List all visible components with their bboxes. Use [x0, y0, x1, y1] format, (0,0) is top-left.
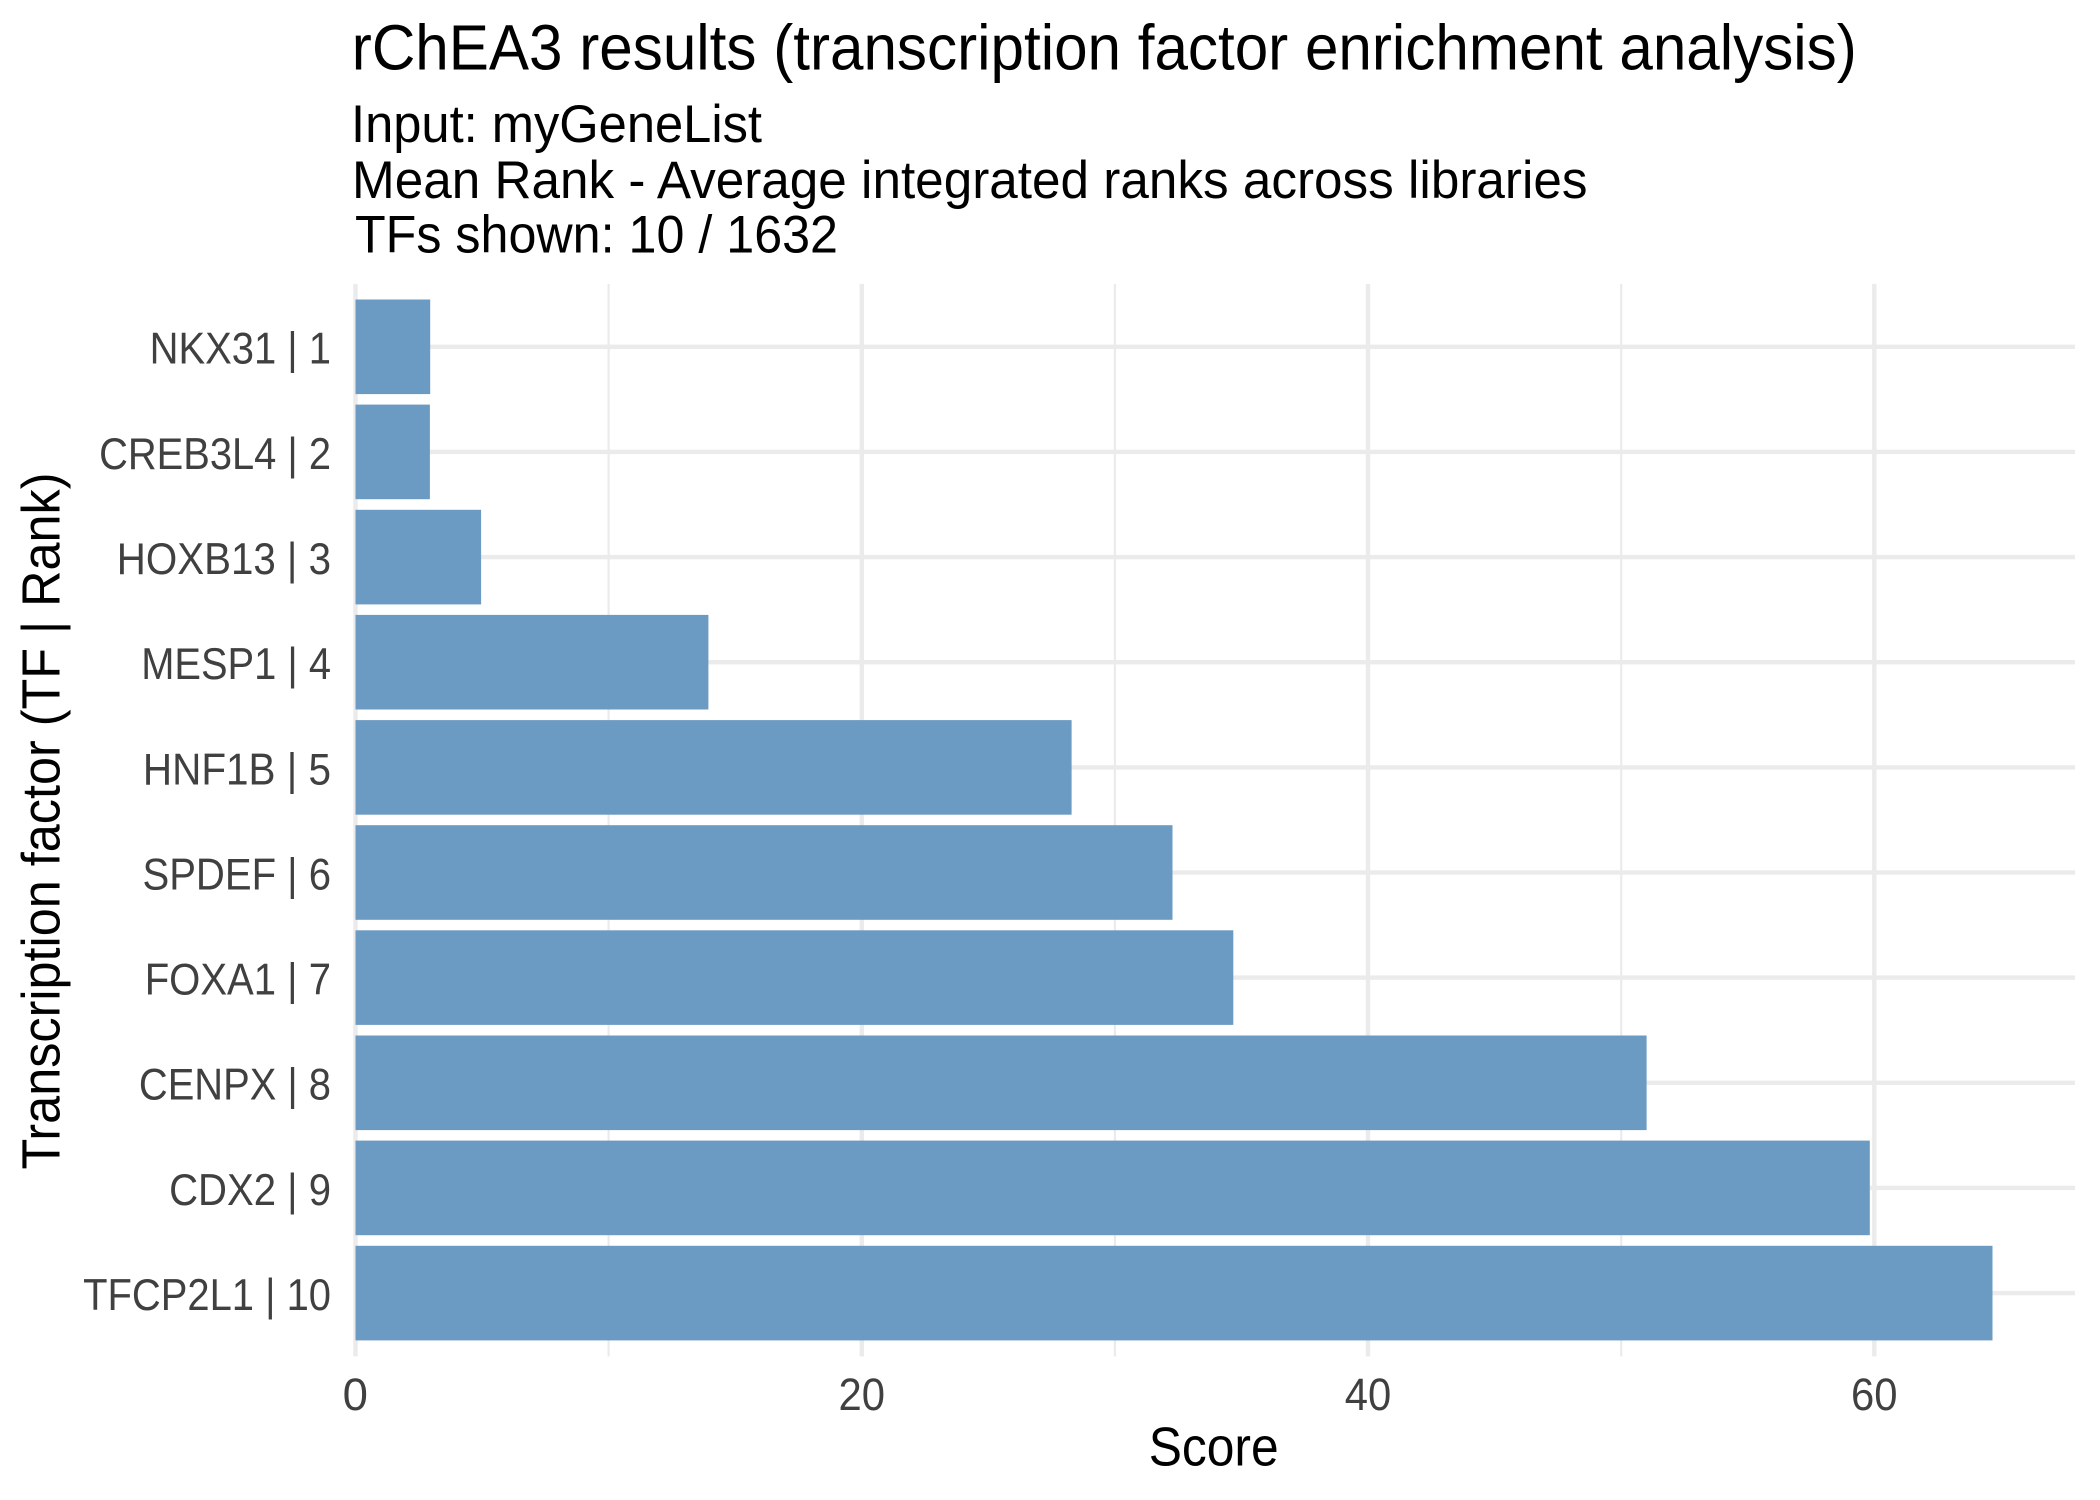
svg-text:SPDEF | 6: SPDEF | 6	[143, 850, 332, 899]
svg-text:0: 0	[343, 1369, 368, 1420]
svg-text:Transcription factor (TF | Ran: Transcription factor (TF | Rank)	[12, 473, 72, 1170]
svg-text:HOXB13 | 3: HOXB13 | 3	[117, 535, 331, 584]
svg-text:Input: myGeneList: Input: myGeneList	[351, 95, 762, 154]
svg-text:FOXA1 | 7: FOXA1 | 7	[145, 956, 331, 1005]
svg-text:NKX31 | 1: NKX31 | 1	[150, 325, 331, 374]
svg-text:CREB3L4 | 2: CREB3L4 | 2	[99, 430, 331, 479]
svg-text:60: 60	[1851, 1369, 1898, 1420]
svg-text:CDX2 | 9: CDX2 | 9	[169, 1166, 331, 1215]
svg-text:20: 20	[839, 1369, 886, 1420]
svg-text:40: 40	[1345, 1369, 1392, 1420]
svg-text:Score: Score	[1149, 1417, 1279, 1478]
svg-text:TFCP2L1 | 10: TFCP2L1 | 10	[83, 1271, 331, 1320]
svg-text:TFs shown: 10 / 1632: TFs shown: 10 / 1632	[355, 205, 838, 264]
svg-text:rChEA3 results (transcription: rChEA3 results (transcription factor enr…	[352, 12, 1857, 84]
svg-text:CENPX | 8: CENPX | 8	[139, 1061, 331, 1110]
svg-text:MESP1 | 4: MESP1 | 4	[141, 640, 331, 689]
svg-text:Mean Rank - Average integrated: Mean Rank - Average integrated ranks acr…	[352, 151, 1588, 210]
svg-text:HNF1B | 5: HNF1B | 5	[143, 745, 331, 794]
